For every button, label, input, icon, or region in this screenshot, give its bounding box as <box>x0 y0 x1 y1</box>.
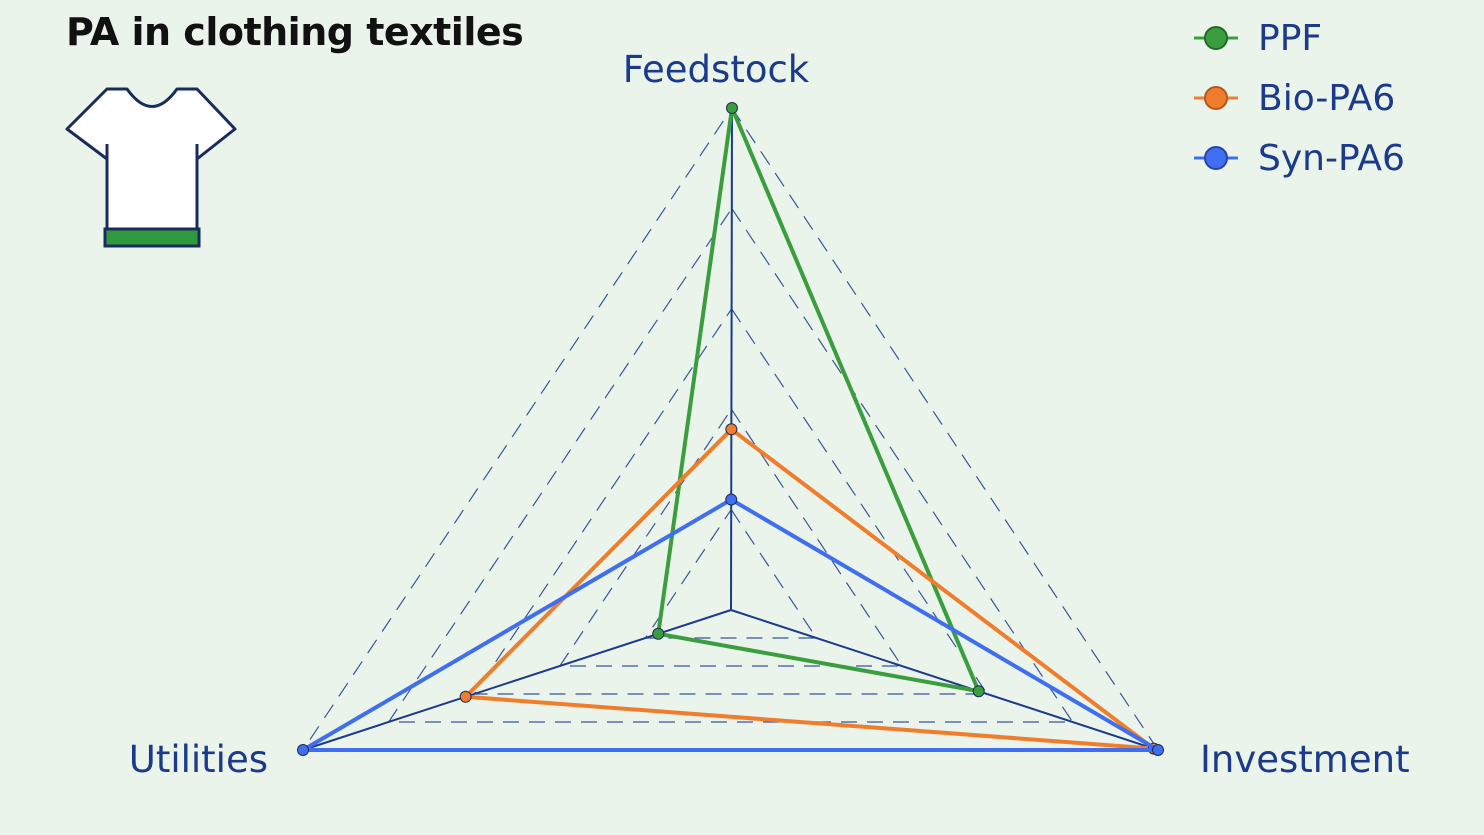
grid-ring-1 <box>644 508 818 639</box>
point-bio-pa6-utilities <box>459 690 472 703</box>
legend: PPF Bio-PA6 Syn-PA6 <box>1192 8 1405 188</box>
grid-ring-2 <box>558 408 903 667</box>
point-ppf-feedstock <box>726 102 738 114</box>
legend-label-ppf: PPF <box>1258 17 1323 59</box>
series-line-ppf <box>656 106 981 694</box>
point-syn-pa6-investment <box>1152 744 1164 756</box>
axis-line-feedstock <box>730 107 733 611</box>
legend-marker-bio-pa6 <box>1194 86 1238 110</box>
legend-marker-syn-pa6 <box>1194 146 1238 170</box>
axis-label-investment: Investment <box>1200 738 1410 781</box>
axis-label-feedstock: Feedstock <box>623 48 810 91</box>
legend-item-syn-pa6[interactable]: Syn-PA6 <box>1192 128 1405 188</box>
point-ppf-utilities <box>652 627 665 640</box>
chart-title: PA in clothing textiles <box>66 10 524 54</box>
legend-label-syn-pa6: Syn-PA6 <box>1258 137 1405 179</box>
point-bio-pa6-feedstock <box>725 423 738 436</box>
shirt-band <box>103 227 201 248</box>
legend-label-bio-pa6: Bio-PA6 <box>1258 77 1396 119</box>
axis-line-investment <box>730 609 1159 751</box>
point-syn-pa6-feedstock <box>725 493 738 506</box>
series-line-bio-pa6 <box>463 427 1156 751</box>
point-syn-pa6-utilities <box>297 744 309 756</box>
radar-series <box>297 102 1164 756</box>
series-line-syn-pa6 <box>301 497 1160 752</box>
grid-ring-3 <box>473 307 989 695</box>
legend-marker-ppf <box>1194 26 1238 50</box>
legend-item-ppf[interactable]: PPF <box>1192 8 1405 68</box>
point-ppf-investment <box>972 685 985 698</box>
axis-label-utilities: Utilities <box>129 738 268 781</box>
t-shirt-icon <box>65 87 237 248</box>
legend-item-bio-pa6[interactable]: Bio-PA6 <box>1192 68 1405 128</box>
